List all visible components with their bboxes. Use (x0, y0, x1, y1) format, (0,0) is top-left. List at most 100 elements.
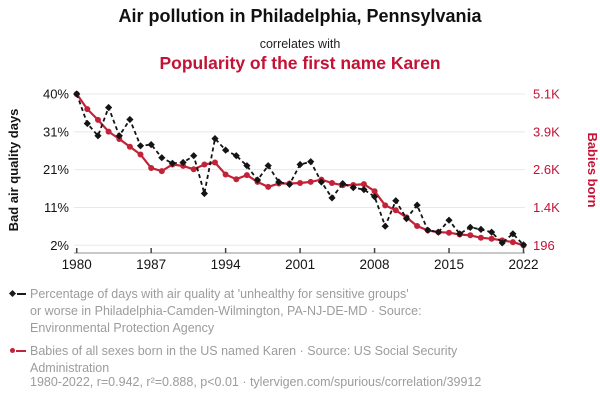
karen-point (212, 159, 218, 166)
legend-line: or worse in Philadelphia-Camden-Wilmingt… (30, 304, 422, 318)
karen-point (158, 168, 165, 175)
air-quality-point (317, 178, 325, 186)
legend-label-air-quality: Percentage of days with air quality at '… (30, 286, 422, 337)
air-quality-point (147, 141, 155, 149)
x-axis-tick-label: 1994 (211, 257, 242, 272)
legend-label-karen: Babies of all sexes born in the US named… (30, 343, 457, 377)
air-quality-point (307, 158, 315, 166)
air-quality-point (296, 160, 304, 169)
air-quality-point (285, 180, 294, 188)
air-quality-point (509, 230, 517, 238)
legend-line: Environmental Protection Agency (30, 321, 215, 335)
air-quality-point (434, 228, 442, 236)
karen-point (137, 151, 144, 158)
karen-point (95, 116, 101, 123)
air-quality-point (190, 152, 198, 160)
air-quality-point (105, 103, 113, 112)
plot-area: 40% 5.1K 31% 3.9K 21% 2.6K 11% 1.4K 2% 196 1980 198… (6, 87, 600, 273)
air-quality-point (211, 135, 219, 143)
karen-point (297, 180, 304, 186)
x-axis-tick-label: 2015 (434, 257, 464, 272)
air-quality-point (519, 241, 528, 249)
air-quality-point (424, 226, 432, 234)
x-axis-tick-label: 2001 (285, 257, 315, 272)
karen-point (190, 166, 197, 173)
air-quality-point (371, 193, 379, 201)
air-quality-point (392, 197, 400, 205)
left-axis-tick-label: 11% (44, 200, 69, 215)
karen-point (382, 202, 389, 209)
legend-row-karen: Babies of all sexes born in the US named… (8, 343, 592, 377)
correlates-with-label: correlates with (259, 37, 341, 51)
air-quality-point (339, 180, 347, 188)
black-dashed-diamond-line-icon (8, 289, 26, 298)
air-quality-point (275, 178, 283, 186)
karen-point (201, 161, 208, 168)
red-solid-line-dot-icon (10, 348, 26, 353)
air-quality-point (360, 186, 368, 194)
air-quality-point (402, 215, 411, 223)
air-quality-point (466, 223, 474, 231)
left-axis-tick-label: 40% (43, 87, 69, 102)
karen-point (467, 232, 474, 239)
air-quality-point (136, 142, 145, 150)
right-axis-tick-label: 196 (533, 238, 555, 253)
left-axis-tick-label: 2% (50, 238, 69, 253)
air-quality-point (126, 115, 134, 124)
karen-point (414, 223, 421, 229)
karen-point (329, 180, 335, 186)
karen-point (84, 106, 91, 113)
air-quality-point (158, 154, 166, 162)
legend-line: Administration (30, 361, 110, 375)
air-quality-point (445, 216, 453, 224)
air-quality-point (328, 194, 336, 202)
air-quality-point (349, 184, 357, 192)
karen-point (371, 188, 378, 195)
karen-point (105, 128, 112, 135)
x-axis-tick-label: 1987 (136, 257, 166, 272)
air-quality-point (488, 228, 496, 236)
right-axis-title: Babies born (585, 132, 600, 207)
x-axis-tick-label: 2008 (360, 257, 390, 272)
karen-point (222, 171, 229, 178)
karen-point (488, 235, 495, 242)
air-quality-point (253, 176, 262, 184)
left-axis-tick-label: 31% (43, 124, 69, 139)
air-quality-point (243, 162, 251, 170)
karen-point (509, 239, 516, 246)
karen-point (126, 143, 133, 150)
karen-point (446, 229, 452, 236)
air-quality-point (179, 158, 187, 167)
x-axis-tick-label: 1980 (62, 257, 92, 272)
legend: Percentage of days with air quality at '… (8, 286, 592, 383)
legend-line: Percentage of days with air quality at '… (30, 287, 409, 301)
karen-point (233, 176, 240, 183)
right-axis-tick-label: 1.4K (533, 200, 560, 215)
karen-point (243, 172, 250, 179)
air-quality-point (264, 162, 272, 170)
air-quality-point (83, 119, 91, 128)
karen-point (477, 234, 484, 241)
air-quality-point (115, 132, 123, 140)
air-quality-point (232, 152, 240, 160)
chart-subtitle: Popularity of the first name Karen (159, 53, 441, 73)
karen-point (392, 207, 399, 214)
air-quality-point (94, 132, 102, 140)
left-axis-title: Bad air quality days (6, 109, 21, 232)
air-quality-point (477, 225, 485, 233)
air-quality-point (381, 222, 389, 230)
legend-row-air-quality: Percentage of days with air quality at '… (8, 286, 592, 337)
air-quality-point (200, 189, 208, 198)
air-quality-point (222, 146, 230, 154)
air-quality-point (168, 159, 176, 167)
air-quality-point (413, 201, 421, 209)
right-axis-tick-label: 5.1K (533, 87, 560, 102)
right-axis-tick-label: 2.6K (533, 162, 560, 177)
left-axis-tick-label: 21% (43, 162, 69, 177)
legend-line: Babies of all sexes born in the US named… (30, 344, 458, 358)
chart-title: Air pollution in Philadelphia, Pennsylva… (118, 6, 482, 26)
karen-point (265, 183, 272, 190)
footer-stats: 1980-2022, r=0.942, r²=0.888, p<0.01 · t… (30, 375, 482, 389)
karen-point (148, 165, 155, 171)
karen-point (307, 178, 314, 185)
